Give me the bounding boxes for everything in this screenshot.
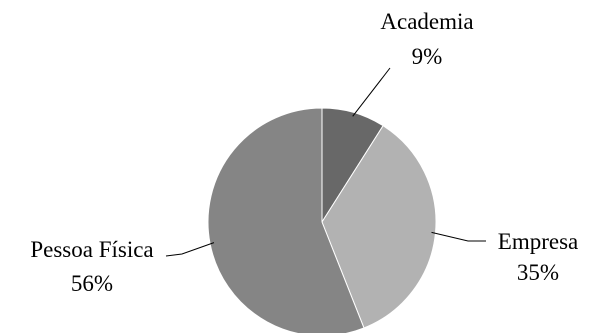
label-empresa: Empresa 35%	[498, 229, 578, 285]
percent-label-pessoa-fisica: 56%	[71, 271, 113, 296]
label-pessoa-fisica: Pessoa Física 56%	[30, 237, 153, 296]
label-academia: Academia 9%	[380, 9, 473, 69]
leader-line-academia	[353, 68, 390, 116]
leader-line-empresa	[432, 232, 486, 241]
percent-label-academia: 9%	[412, 44, 443, 69]
pie-slices	[208, 108, 436, 333]
leader-line-pessoa-fisica	[166, 243, 214, 256]
category-label-academia: Academia	[380, 9, 473, 34]
category-label-pessoa-fisica: Pessoa Física	[30, 237, 153, 262]
percent-label-empresa: 35%	[517, 260, 559, 285]
category-label-empresa: Empresa	[498, 229, 578, 254]
